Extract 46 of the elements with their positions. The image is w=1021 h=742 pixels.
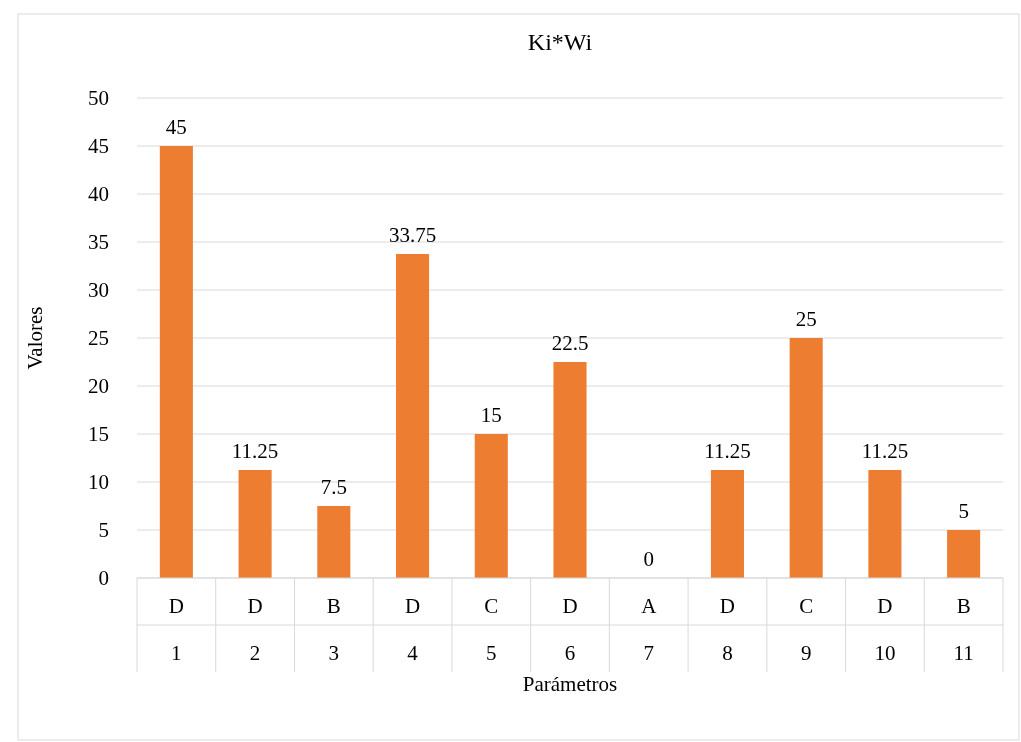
chart-title: Ki*Wi <box>527 29 593 55</box>
y-tick-label: 35 <box>88 230 109 255</box>
x-axis-title: Parámetros <box>522 672 618 697</box>
data-label: 33.75 <box>388 223 437 247</box>
data-label: 25 <box>795 307 817 331</box>
y-tick-label: 40 <box>88 182 109 207</box>
x-tick-label: D 10 <box>874 593 896 665</box>
data-label: 5 <box>958 499 969 523</box>
data-label: 11.25 <box>861 439 909 463</box>
bar <box>868 470 902 578</box>
bar <box>553 362 587 578</box>
x-tick-label: A 7 <box>641 593 658 665</box>
data-label: 7.5 <box>320 475 347 499</box>
x-tick-label: B 3 <box>326 593 341 665</box>
data-label: 11.25 <box>231 439 279 463</box>
x-tick-label: B 11 <box>953 593 974 665</box>
bar <box>947 530 981 578</box>
x-tick-label: D 8 <box>719 593 736 665</box>
x-tick-label: D 6 <box>562 593 578 665</box>
y-tick-label: 25 <box>88 326 109 351</box>
bar <box>238 470 272 578</box>
y-tick-label: 5 <box>98 518 109 543</box>
y-tick-label: 20 <box>88 374 109 399</box>
bar <box>789 338 823 578</box>
x-tick-label: D 2 <box>247 593 263 665</box>
y-axis-title: Valores <box>23 306 47 370</box>
bar <box>159 146 193 578</box>
y-tick-label: 15 <box>88 422 109 447</box>
bar <box>396 254 430 578</box>
y-tick-label: 0 <box>98 566 109 591</box>
bar <box>474 434 508 578</box>
data-label: 0 <box>643 547 654 571</box>
y-tick-label: 30 <box>88 278 109 303</box>
data-label: 22.5 <box>551 331 589 355</box>
y-tick-label: 10 <box>88 470 109 495</box>
x-tick-label: D 1 <box>168 593 184 665</box>
y-tick-label: 50 <box>88 86 109 111</box>
x-tick-label: D 4 <box>404 593 421 665</box>
x-tick-label: C 9 <box>799 593 814 665</box>
x-tick-label: C 5 <box>484 593 499 665</box>
data-label: 45 <box>165 115 187 139</box>
bar <box>710 470 744 578</box>
bar <box>317 506 351 578</box>
data-label: 11.25 <box>704 439 751 463</box>
data-label: 15 <box>480 403 502 427</box>
y-tick-label: 45 <box>88 134 109 159</box>
